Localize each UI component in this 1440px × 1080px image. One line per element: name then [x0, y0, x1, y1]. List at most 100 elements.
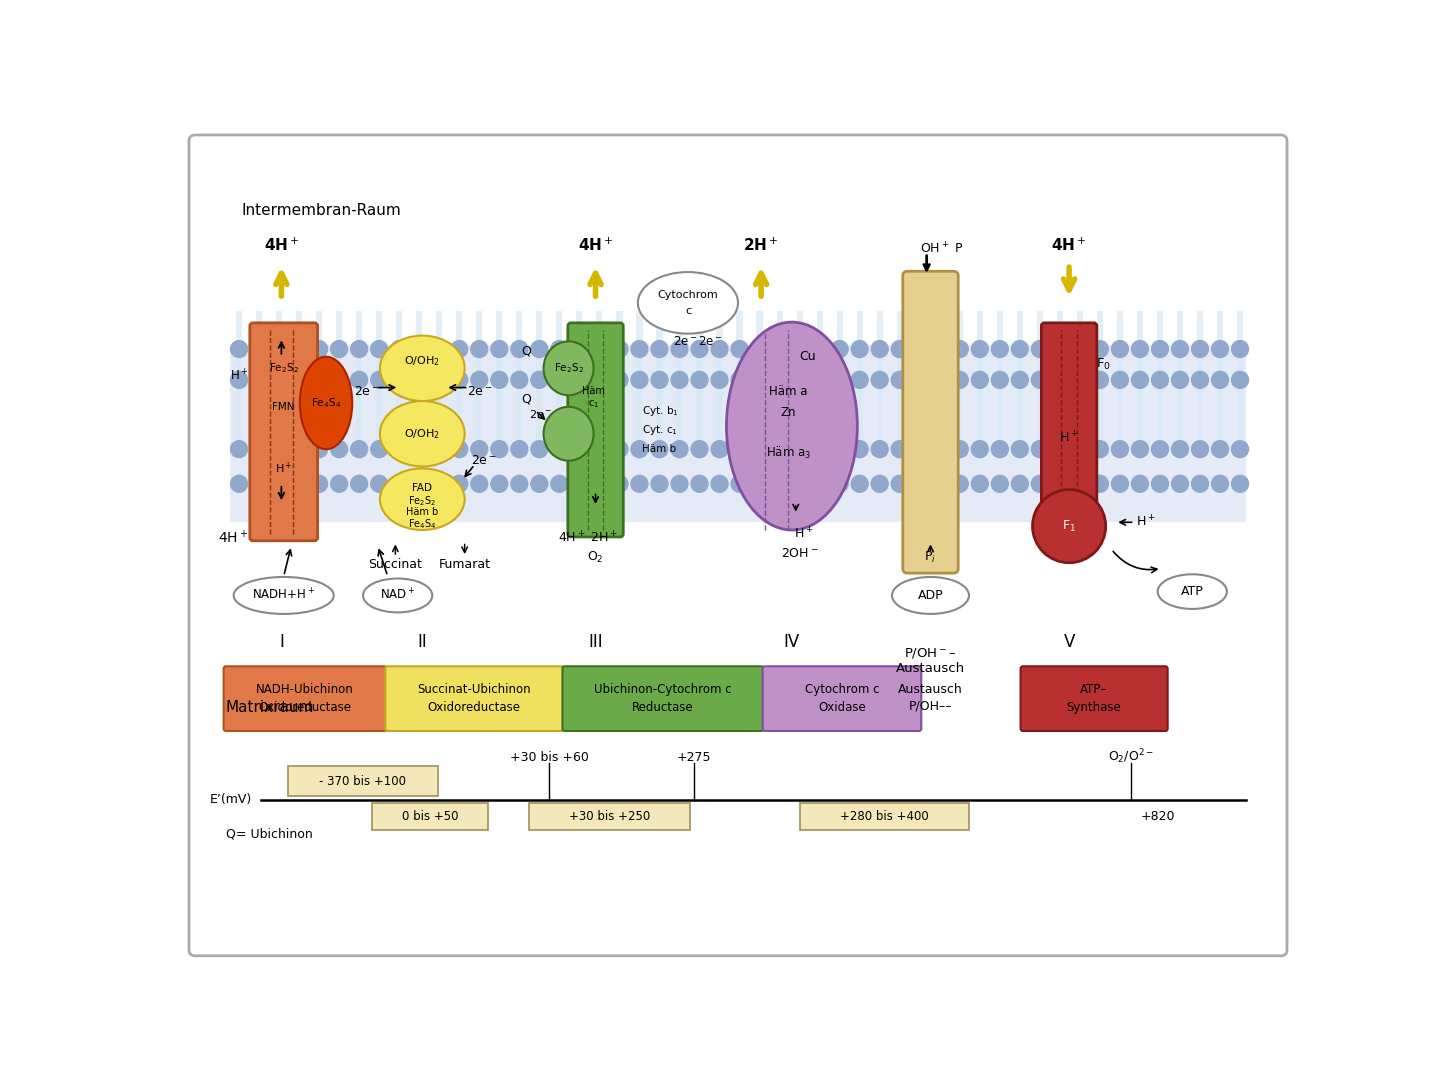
Circle shape: [531, 340, 547, 357]
Circle shape: [671, 475, 688, 492]
Circle shape: [230, 475, 248, 492]
Circle shape: [271, 372, 288, 389]
Text: ATP: ATP: [1181, 585, 1204, 598]
Text: 2H$^+$: 2H$^+$: [743, 237, 779, 254]
Circle shape: [311, 475, 327, 492]
Circle shape: [791, 340, 808, 357]
Bar: [1217, 380, 1223, 449]
Circle shape: [1191, 475, 1208, 492]
Text: Cytochrom: Cytochrom: [658, 291, 719, 300]
Text: Häm b: Häm b: [406, 508, 438, 517]
Circle shape: [451, 475, 468, 492]
Bar: [616, 380, 622, 449]
Text: P/OH––: P/OH––: [909, 700, 952, 713]
Text: NADH-Ubichinon
Oxidoreductase: NADH-Ubichinon Oxidoreductase: [256, 684, 353, 714]
Bar: [1176, 311, 1184, 380]
Circle shape: [230, 441, 248, 458]
Text: 2e$^-$: 2e$^-$: [471, 455, 497, 468]
Ellipse shape: [543, 341, 593, 395]
Circle shape: [991, 340, 1008, 357]
Circle shape: [531, 372, 547, 389]
Circle shape: [471, 340, 488, 357]
Text: 4H$^+$: 4H$^+$: [1051, 237, 1087, 254]
Text: I: I: [279, 633, 284, 650]
Circle shape: [671, 372, 688, 389]
Circle shape: [1031, 475, 1048, 492]
Text: c$_1$: c$_1$: [588, 397, 599, 409]
Text: Matrixraum: Matrixraum: [226, 700, 314, 715]
Circle shape: [952, 372, 968, 389]
Text: O/OH$_2$: O/OH$_2$: [405, 354, 441, 367]
Circle shape: [1051, 372, 1068, 389]
Circle shape: [291, 441, 308, 458]
Circle shape: [491, 372, 508, 389]
Circle shape: [871, 475, 888, 492]
Circle shape: [370, 475, 387, 492]
Bar: [528, 802, 690, 831]
Circle shape: [691, 372, 708, 389]
Text: Fe$_2$S$_2$: Fe$_2$S$_2$: [269, 362, 298, 375]
Text: O$_2$/O$^{2-}$: O$_2$/O$^{2-}$: [1107, 747, 1153, 767]
Circle shape: [651, 441, 668, 458]
Circle shape: [770, 441, 788, 458]
Bar: [936, 311, 943, 380]
Circle shape: [691, 441, 708, 458]
Text: FMN: FMN: [272, 402, 295, 411]
Circle shape: [811, 372, 828, 389]
Circle shape: [831, 372, 848, 389]
Text: Austausch: Austausch: [899, 683, 963, 696]
Circle shape: [1092, 372, 1109, 389]
Circle shape: [972, 372, 988, 389]
Bar: [376, 380, 382, 449]
Bar: [315, 311, 323, 380]
Circle shape: [891, 441, 909, 458]
Bar: [877, 311, 883, 380]
Bar: [1117, 311, 1123, 380]
Text: 2e$^-$: 2e$^-$: [354, 384, 380, 397]
Circle shape: [390, 441, 408, 458]
Circle shape: [370, 372, 387, 389]
Circle shape: [1092, 340, 1109, 357]
Circle shape: [752, 372, 768, 389]
Text: 2OH$^-$: 2OH$^-$: [780, 546, 818, 559]
Text: NADH+H$^+$: NADH+H$^+$: [252, 588, 315, 603]
Circle shape: [251, 475, 268, 492]
Circle shape: [451, 441, 468, 458]
Circle shape: [912, 475, 929, 492]
Circle shape: [291, 372, 308, 389]
Circle shape: [1172, 340, 1188, 357]
Bar: [976, 380, 984, 449]
Text: Q: Q: [521, 345, 531, 357]
Ellipse shape: [638, 272, 739, 334]
Text: Fumarat: Fumarat: [439, 558, 491, 571]
Circle shape: [1132, 475, 1149, 492]
Circle shape: [1191, 340, 1208, 357]
Circle shape: [1031, 372, 1048, 389]
Bar: [1077, 380, 1083, 449]
Circle shape: [331, 475, 347, 492]
Circle shape: [351, 441, 367, 458]
FancyBboxPatch shape: [249, 323, 318, 541]
Circle shape: [590, 441, 608, 458]
Circle shape: [590, 340, 608, 357]
Text: P/OH$^-$–: P/OH$^-$–: [904, 646, 956, 660]
Circle shape: [590, 475, 608, 492]
Bar: [1197, 311, 1202, 380]
Text: H$^+$: H$^+$: [793, 526, 814, 541]
Circle shape: [531, 441, 547, 458]
Circle shape: [651, 475, 668, 492]
Text: - 370 bis +100: - 370 bis +100: [318, 774, 406, 787]
Bar: [677, 380, 683, 449]
Text: Cu: Cu: [799, 350, 815, 363]
Text: 2e$^-$2e$^-$: 2e$^-$2e$^-$: [672, 335, 723, 348]
Circle shape: [1211, 475, 1228, 492]
Bar: [236, 311, 242, 380]
Circle shape: [1051, 475, 1068, 492]
Bar: [416, 311, 422, 380]
Text: Intermembran-Raum: Intermembran-Raum: [242, 203, 402, 218]
Circle shape: [732, 441, 747, 458]
Circle shape: [611, 340, 628, 357]
Bar: [336, 380, 343, 449]
Bar: [1117, 380, 1123, 449]
Bar: [1057, 311, 1063, 380]
